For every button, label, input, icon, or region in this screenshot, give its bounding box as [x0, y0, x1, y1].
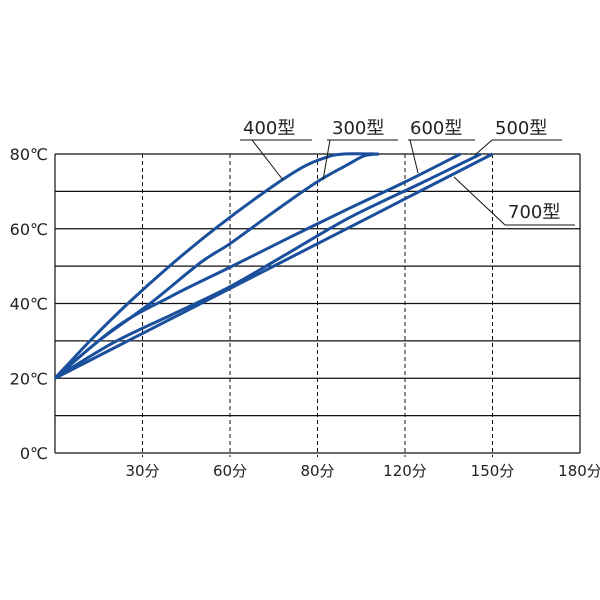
- series-line: [54, 152, 462, 380]
- y-tick-label: 20℃: [10, 369, 48, 388]
- series-line: [53, 152, 379, 380]
- y-tick-label: 60℃: [10, 220, 48, 239]
- legend-callouts: 400型 300型 600型 500型 700型: [240, 118, 575, 226]
- callout-leader: [409, 139, 419, 174]
- y-tick-label: 80℃: [10, 145, 48, 164]
- callout-leader: [474, 139, 493, 156]
- callout-leader: [453, 176, 506, 226]
- y-tick-label: 40℃: [10, 295, 48, 314]
- x-tick-label: 120分: [383, 462, 427, 480]
- series-label: 500型: [495, 118, 547, 139]
- y-tick-label: 0℃: [20, 444, 48, 463]
- callout-leader: [251, 139, 284, 181]
- x-tick-label: 30分: [125, 462, 159, 480]
- series-label: 700型: [508, 202, 560, 223]
- series-line: [54, 152, 482, 380]
- x-tick-label: 180分: [558, 462, 600, 480]
- series-lines: [53, 152, 494, 380]
- series-label: 600型: [410, 118, 462, 139]
- series-label: 300型: [332, 118, 384, 139]
- callout-leader: [322, 139, 331, 181]
- x-tick-label: 80分: [300, 462, 334, 480]
- series-label: 400型: [243, 118, 295, 139]
- x-tick-label: 60分: [213, 462, 247, 480]
- x-tick-label: 150分: [471, 462, 515, 480]
- grid: [54, 153, 581, 457]
- tick-labels: 30分 60分 80分 120分 150分 180分 0℃ 20℃ 40℃ 60℃ 80℃: [10, 145, 600, 480]
- series-line: [54, 152, 494, 380]
